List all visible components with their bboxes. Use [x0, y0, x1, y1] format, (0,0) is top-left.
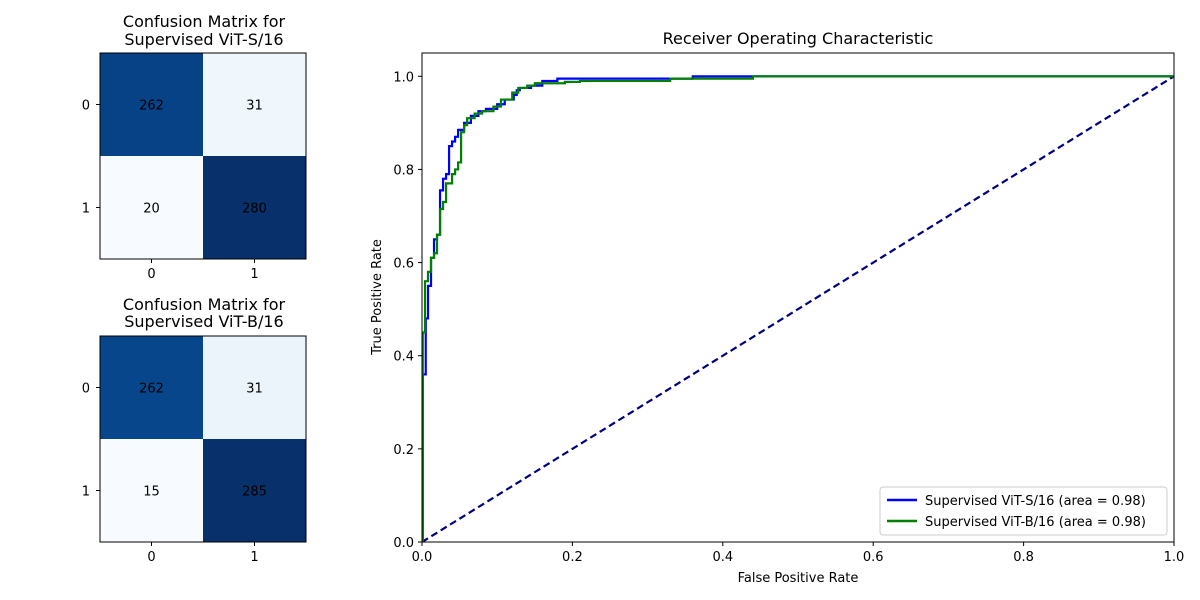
roc-chart: Receiver Operating Characteristic 0.0 0.2…: [370, 29, 1184, 586]
cm-vit-s16-cell-1-1: [203, 156, 306, 259]
roc-title: Receiver Operating Characteristic: [663, 29, 934, 48]
roc-curve-chance: [422, 75, 1174, 542]
cm-vit-s16-cell-0-0: [100, 53, 203, 156]
cm-vit-b16-cell-value-1-1: 285: [242, 485, 267, 500]
cm-vit-s16-xtick-label: 0: [147, 267, 155, 282]
legend-label-vit-b16: Supervised ViT-B/16 (area = 0.98): [925, 515, 1146, 530]
roc-ytick-label: 0.4: [393, 350, 414, 365]
cm-vit-b16-cell-0-0: [100, 336, 203, 439]
cm-vit-s16-cell-1-0: [100, 156, 203, 259]
cm-vit-b16-cell-1-0: [100, 439, 203, 542]
roc-ytick-label: 0.2: [393, 443, 414, 458]
roc-ytick-label: 1.0: [393, 70, 414, 85]
legend-box: [879, 486, 1168, 536]
cm-vit-b16-cell-0-1: [203, 336, 306, 439]
roc-ytick-label: 0.6: [393, 257, 414, 272]
cm-vit-s16-cell-value-1-1: 280: [242, 202, 267, 217]
cm-vit-s16-frame: [99, 52, 307, 260]
cm-vit-s16-cell-value-0-1: 31: [246, 99, 263, 114]
roc-xtick-label: 0.4: [712, 550, 733, 565]
confusion-matrix-vit-s16: Confusion Matrix for Supervised ViT-S/16…: [82, 12, 307, 282]
roc-x-axis-label: False Positive Rate: [738, 571, 859, 586]
roc-ytick-label: 0.8: [393, 163, 414, 178]
roc-plot-frame: [421, 52, 1175, 543]
cm-vit-s16-cell-0-1: [203, 53, 306, 156]
roc-y-axis-label: True Positive Rate: [370, 239, 385, 356]
cm-vit-s16-title-line2: Supervised ViT-S/16: [124, 30, 283, 49]
roc-xtick-label: 0.6: [863, 550, 884, 565]
roc-xtick-label: 1.0: [1164, 550, 1185, 565]
cm-vit-b16-xtick-label: 1: [250, 550, 258, 565]
cm-vit-s16-cell-value-0-0: 262: [139, 99, 164, 114]
legend-label-vit-s16: Supervised ViT-S/16 (area = 0.98): [925, 494, 1146, 509]
confusion-matrix-vit-b16: Confusion Matrix for Supervised ViT-B/16…: [82, 295, 307, 565]
cm-vit-s16-title-line1: Confusion Matrix for: [123, 12, 286, 31]
roc-ytick-label: 0.0: [393, 536, 414, 551]
cm-vit-s16-xtick-label: 1: [250, 267, 258, 282]
cm-vit-s16-cell-value-1-0: 20: [143, 202, 160, 217]
cm-vit-b16-cell-value-0-0: 262: [139, 382, 164, 397]
cm-vit-b16-cell-value-1-0: 15: [143, 485, 160, 500]
roc-curve-vit-b16: [422, 75, 1174, 542]
cm-vit-s16-ytick-label: 1: [82, 202, 90, 217]
cm-vit-b16-title-line1: Confusion Matrix for: [123, 295, 286, 314]
cm-vit-b16-xtick-label: 0: [147, 550, 155, 565]
roc-xtick-label: 0.0: [412, 550, 433, 565]
cm-vit-b16-cell-1-1: [203, 439, 306, 542]
cm-vit-b16-ytick-label: 0: [82, 382, 90, 397]
roc-xtick-label: 0.8: [1013, 550, 1034, 565]
roc-legend: Supervised ViT-S/16 (area = 0.98) Superv…: [879, 486, 1168, 536]
cm-vit-b16-cell-value-0-1: 31: [246, 382, 263, 397]
cm-vit-b16-title-line2: Supervised ViT-B/16: [124, 312, 283, 331]
cm-vit-b16-ytick-label: 1: [82, 485, 90, 500]
cm-vit-s16-ytick-label: 0: [82, 99, 90, 114]
roc-xtick-label: 0.2: [562, 550, 583, 565]
cm-vit-b16-frame: [99, 335, 307, 543]
